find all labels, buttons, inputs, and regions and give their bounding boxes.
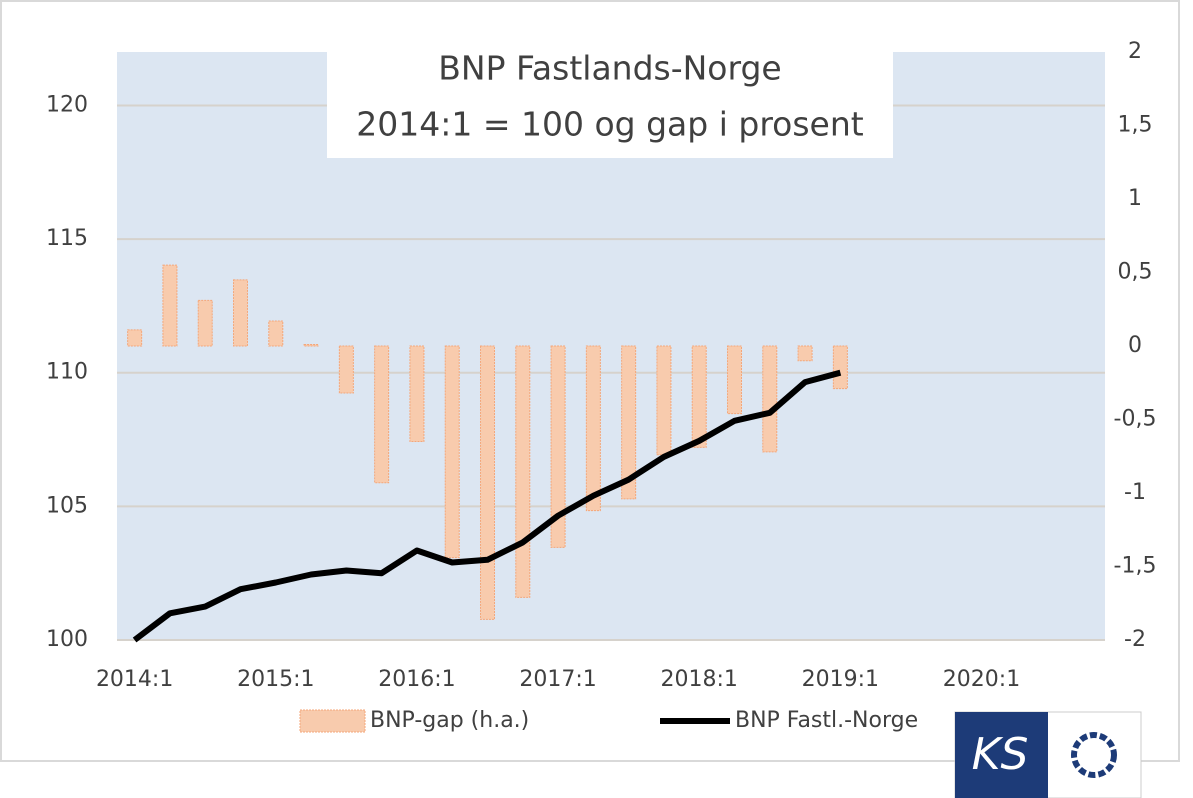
chart-subtitle: 2014:1 = 100 og gap i prosent xyxy=(356,105,863,144)
bar xyxy=(444,345,460,559)
y2-tick-label: 0 xyxy=(1128,333,1142,358)
bar xyxy=(585,345,601,512)
y-tick-label: 110 xyxy=(46,360,88,385)
y-tick-label: 105 xyxy=(46,493,88,518)
y-tick-label: 115 xyxy=(46,226,88,251)
chart-title: BNP Fastlands-Norge xyxy=(438,49,782,88)
y2-tick-label: -1,5 xyxy=(1114,554,1157,579)
bar xyxy=(233,279,248,347)
x-tick-label: 2014:1 xyxy=(96,667,173,692)
y-tick-label: 100 xyxy=(46,627,88,652)
logo-left xyxy=(955,712,1048,798)
logo-ring xyxy=(1071,732,1117,778)
y-tick-label: 120 xyxy=(46,92,88,117)
bar xyxy=(409,345,425,443)
y2-tick-label: 1,5 xyxy=(1118,113,1153,138)
bar xyxy=(727,345,742,415)
bar xyxy=(480,345,495,620)
x-tick-label: 2017:1 xyxy=(519,667,596,692)
legend-swatch xyxy=(299,709,366,733)
bar xyxy=(550,345,566,548)
bar xyxy=(691,345,707,448)
bar xyxy=(268,320,284,347)
x-tick-label: 2018:1 xyxy=(661,667,738,692)
bar xyxy=(338,345,354,394)
y2-tick-label: 2 xyxy=(1128,39,1142,64)
bar xyxy=(656,345,672,456)
line xyxy=(132,369,842,643)
bar xyxy=(832,345,848,390)
logo-text: KS xyxy=(972,729,1029,780)
bar xyxy=(515,345,531,598)
legend-label: BNP Fastl.-Norge xyxy=(735,708,918,733)
y2-tick-label: -1 xyxy=(1124,480,1146,505)
bar xyxy=(127,329,143,347)
x-tick-label: 2016:1 xyxy=(378,667,455,692)
x-tick-label: 2019:1 xyxy=(802,667,879,692)
y2-tick-label: 0,5 xyxy=(1118,260,1153,285)
title-box xyxy=(327,44,893,158)
y2-tick-label: -0,5 xyxy=(1114,407,1157,432)
bar xyxy=(303,344,319,347)
legend-label: BNP-gap (h.a.) xyxy=(370,708,529,733)
bar xyxy=(162,264,178,347)
bar xyxy=(197,299,213,347)
bar xyxy=(762,345,778,453)
bar xyxy=(374,345,390,484)
logo: KS xyxy=(954,711,1142,798)
y2-tick-label: -2 xyxy=(1124,627,1146,652)
x-tick-label: 2020:1 xyxy=(943,667,1020,692)
bar xyxy=(621,345,637,500)
bar xyxy=(797,345,813,362)
x-tick-label: 2015:1 xyxy=(237,667,314,692)
y2-tick-label: 1 xyxy=(1128,186,1142,211)
